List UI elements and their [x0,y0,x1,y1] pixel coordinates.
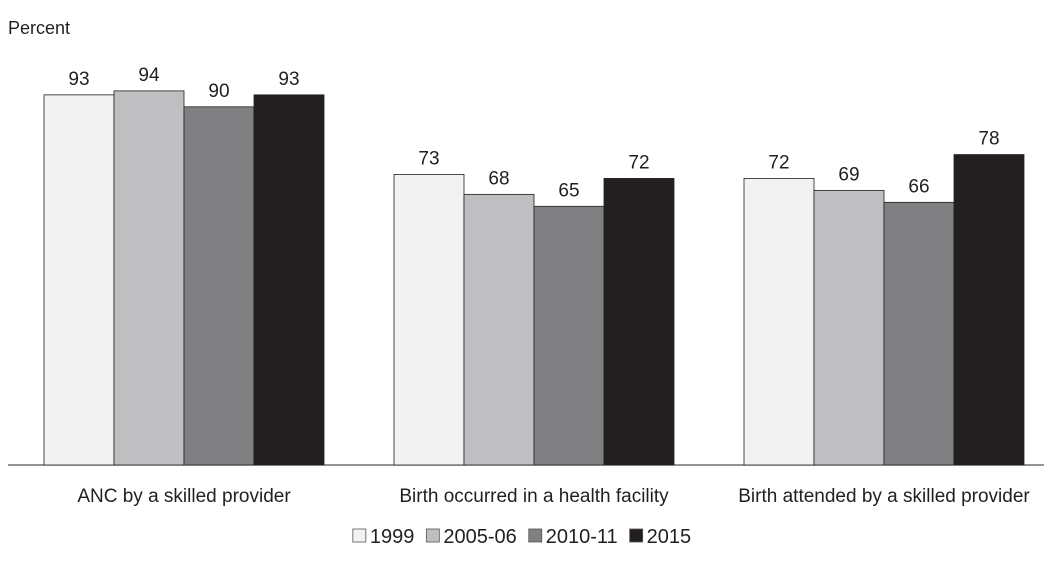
bar [253,94,325,466]
bar [883,201,955,466]
x-tick-label: ANC by a skilled provider [77,486,291,507]
value-label: 73 [418,148,439,169]
bar [463,193,535,466]
bar [953,154,1025,466]
bar [603,178,675,466]
value-label: 78 [978,129,999,150]
bar [113,90,185,466]
legend-swatch [528,528,543,543]
y-axis-label: Percent [8,18,70,38]
value-label: 72 [768,152,789,173]
value-label: 65 [558,180,579,201]
legend-label: 1999 [370,526,415,548]
bar [743,178,815,466]
legend-swatch [425,528,440,543]
value-label: 94 [138,65,160,86]
value-label: 66 [908,176,929,197]
value-label: 68 [488,168,509,189]
bar [183,106,255,466]
legend-label: 2015 [647,526,692,548]
value-label: 72 [628,152,649,173]
value-label: 69 [838,164,859,185]
bar [43,94,115,466]
bar [533,205,605,466]
value-label: 93 [278,69,299,90]
x-tick-label: Birth occurred in a health facility [399,486,669,507]
bar [813,189,885,466]
legend: 1999 2005-06 2010-11 2015 [352,526,692,548]
legend-label: 2005-06 [443,526,516,548]
legend-swatch [352,528,367,543]
value-label: 93 [68,69,89,90]
legend-swatch [629,528,644,543]
x-tick-label: Birth attended by a skilled provider [738,486,1030,507]
bar [393,174,465,466]
value-label: 90 [208,81,229,102]
legend-label: 2010-11 [546,526,618,548]
